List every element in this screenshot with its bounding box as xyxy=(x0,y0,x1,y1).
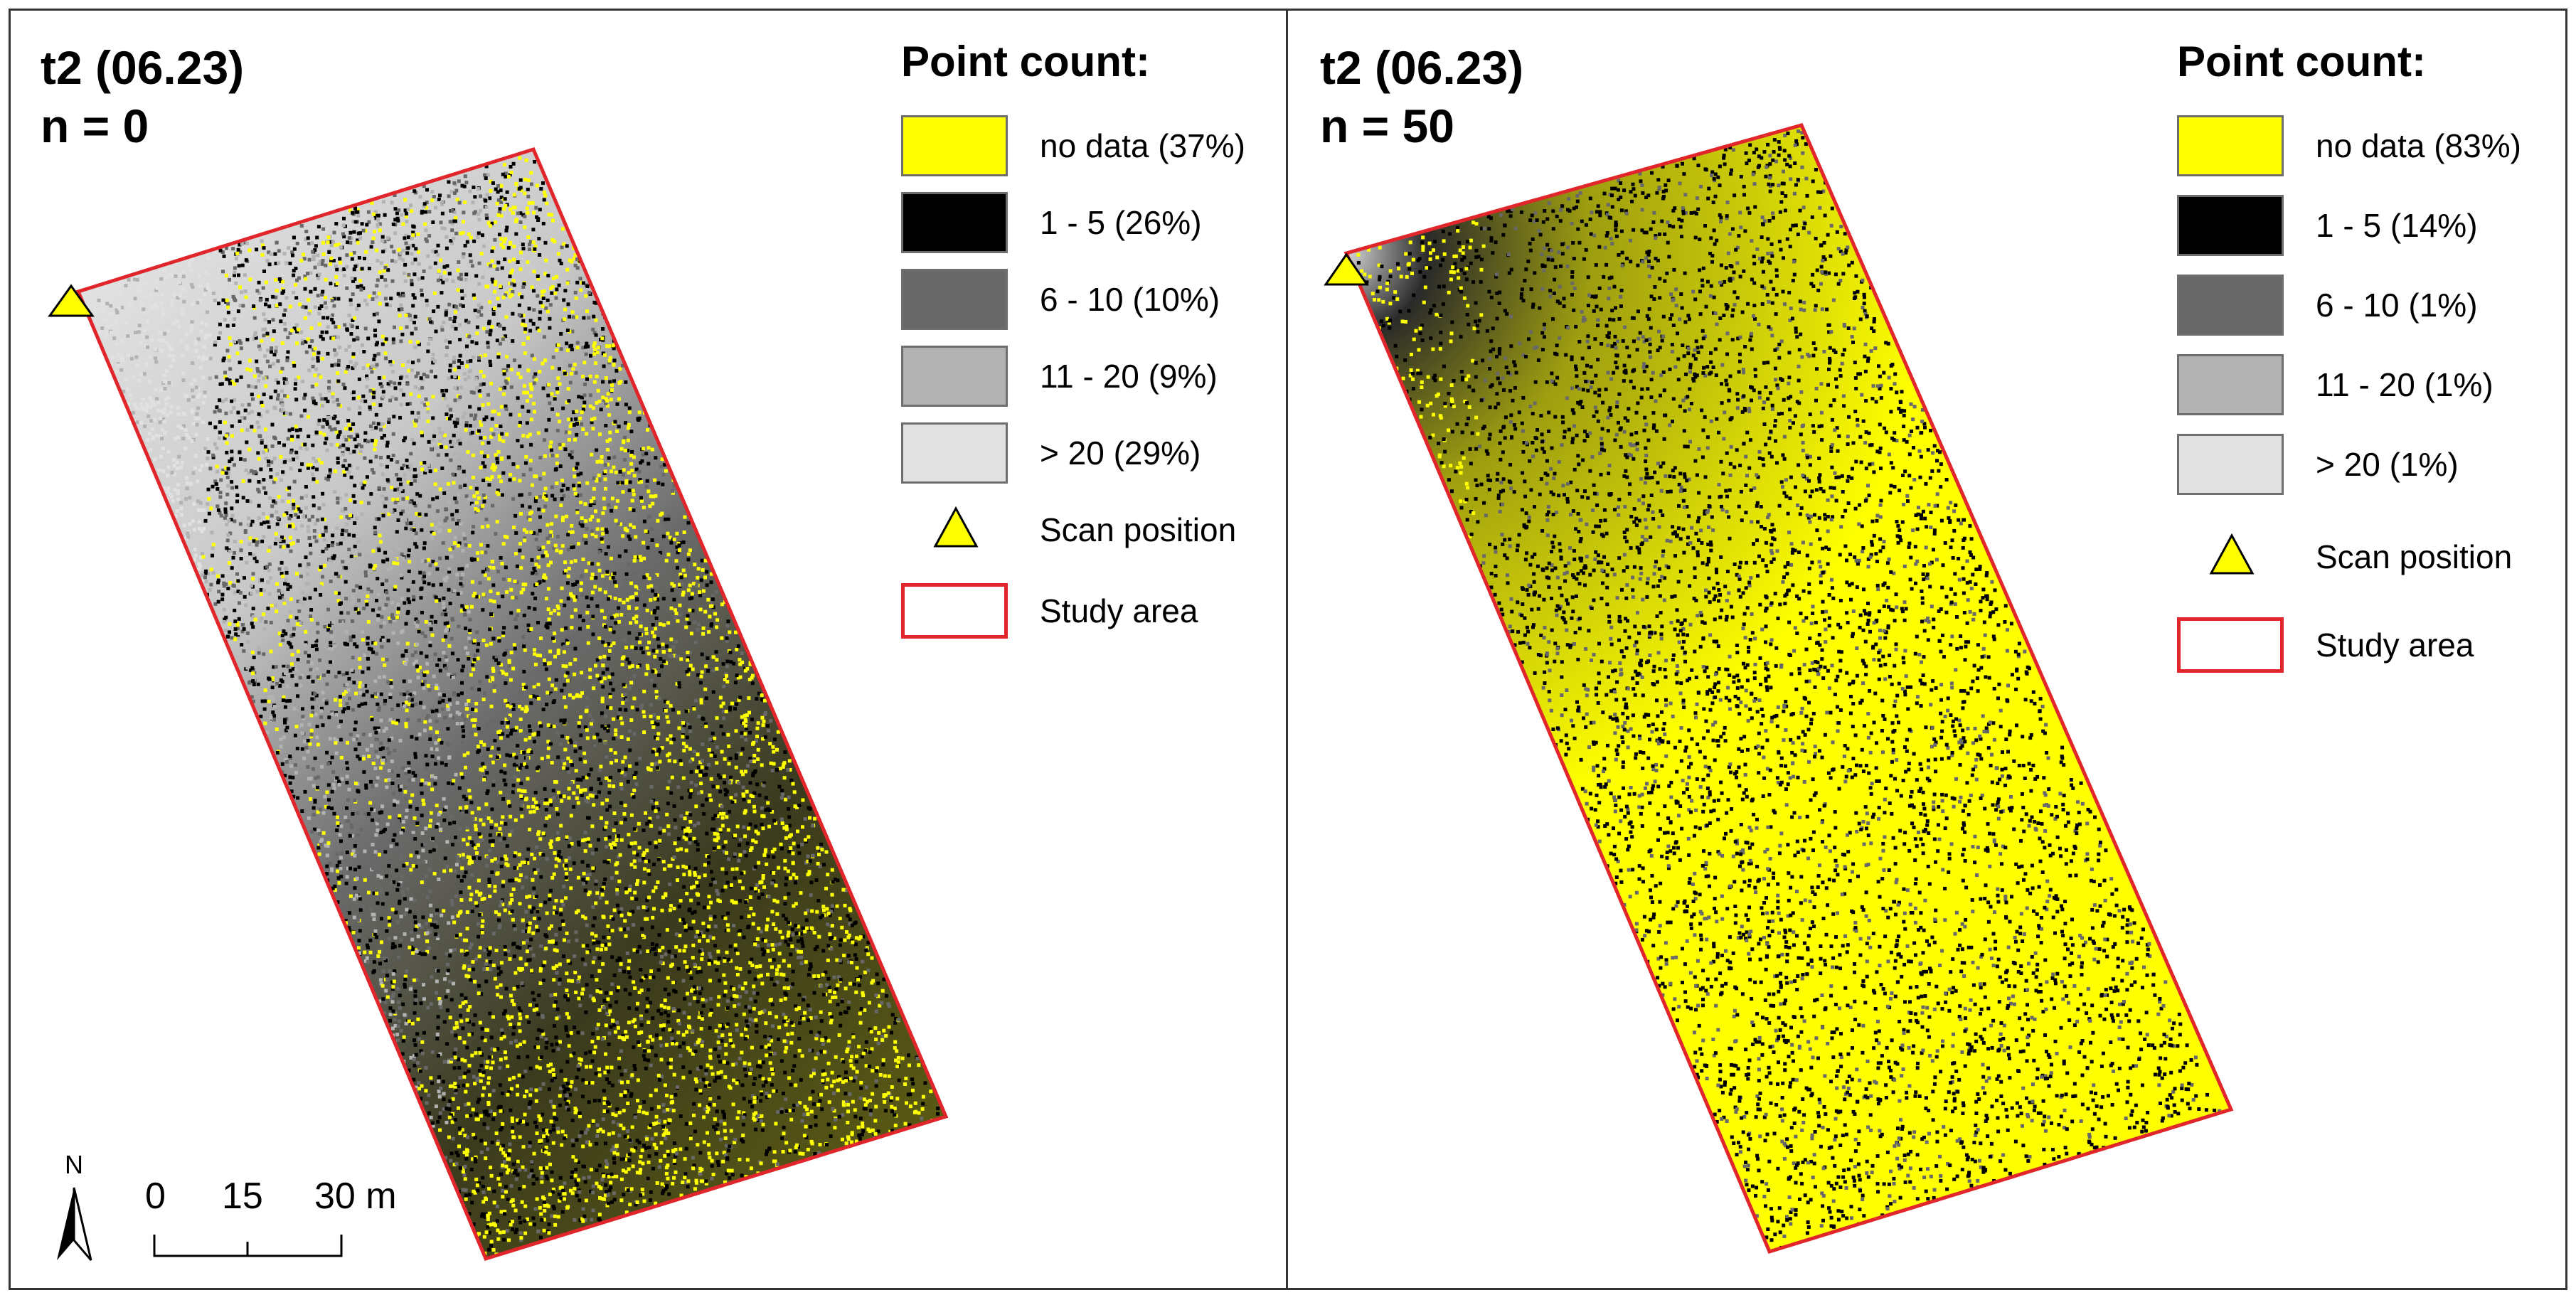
legend-swatch xyxy=(901,422,1008,484)
legend-swatch xyxy=(2177,195,2284,256)
legend-item-6-10: 6 - 10 (1%) xyxy=(2177,275,2576,339)
panel-title: t2 (06.23) n = 50 xyxy=(1320,38,1523,155)
map-canvas xyxy=(48,146,949,1262)
legend-item-scan-position: Scan position xyxy=(2177,526,2576,590)
title-line-1: t2 (06.23) xyxy=(1320,41,1524,94)
legend-item-gt20: > 20 (29%) xyxy=(901,422,1328,486)
legend-swatch xyxy=(2177,354,2284,415)
triangle-icon xyxy=(933,506,979,548)
scan-position-marker xyxy=(48,284,95,317)
study-area-outline xyxy=(1343,123,2234,1254)
legend-swatch xyxy=(2177,275,2284,336)
legend-label: Scan position xyxy=(1040,511,1237,548)
title-line-2: n = 0 xyxy=(41,100,149,152)
legend-item-scan-position: Scan position xyxy=(901,499,1328,563)
legend-swatch xyxy=(901,115,1008,176)
scale-tick-15: 15 xyxy=(222,1176,263,1217)
legend-item-1-5: 1 - 5 (26%) xyxy=(901,192,1328,256)
scale-tick-0: 0 xyxy=(145,1176,166,1217)
legend-swatch xyxy=(901,346,1008,407)
legend-label: 1 - 5 (14%) xyxy=(2316,207,2478,244)
legend-label: Study area xyxy=(2316,627,2474,664)
map-canvas xyxy=(1324,123,2234,1254)
legend-item-study-area: Study area xyxy=(2177,617,2576,681)
legend-label: no data (83%) xyxy=(2316,127,2521,164)
legend-heading: Point count: xyxy=(2177,38,2426,85)
legend-item-11-20: 11 - 20 (9%) xyxy=(901,346,1328,410)
map-panel-n0: t2 (06.23) n = 0 Point count: no data (3… xyxy=(9,9,1286,1290)
legend-label: 6 - 10 (10%) xyxy=(1040,281,1220,318)
legend-swatch xyxy=(2177,115,2284,176)
legend-label: Study area xyxy=(1040,592,1198,629)
legend-label: 11 - 20 (9%) xyxy=(1040,358,1218,395)
legend-item-11-20: 11 - 20 (1%) xyxy=(2177,354,2576,418)
legend-label: > 20 (1%) xyxy=(2316,446,2459,483)
study-area-swatch xyxy=(2177,617,2284,673)
study-area-swatch xyxy=(901,583,1008,639)
legend-label: Scan position xyxy=(2316,538,2513,575)
legend-label: 1 - 5 (26%) xyxy=(1040,204,1202,241)
map-panel-n50: t2 (06.23) n = 50 Point count: no data (… xyxy=(1288,9,2567,1290)
legend-item-6-10: 6 - 10 (10%) xyxy=(901,269,1328,333)
legend-heading: Point count: xyxy=(901,38,1150,85)
scale-tick-30: 30 m xyxy=(314,1176,397,1217)
legend-item-no-data: no data (83%) xyxy=(2177,115,2576,179)
figure-frame xyxy=(9,9,2567,1290)
legend-label: 11 - 20 (1%) xyxy=(2316,366,2493,403)
legend-item-no-data: no data (37%) xyxy=(901,115,1328,179)
legend-label: 6 - 10 (1%) xyxy=(2316,287,2478,324)
legend-label: no data (37%) xyxy=(1040,127,1245,164)
north-arrow-and-scale-bar: N 0 15 30 m xyxy=(53,1146,451,1274)
legend-swatch xyxy=(901,192,1008,253)
legend-item-gt20: > 20 (1%) xyxy=(2177,434,2576,498)
legend-item-1-5: 1 - 5 (14%) xyxy=(2177,195,2576,259)
legend-swatch xyxy=(2177,434,2284,495)
scan-position-marker xyxy=(1324,252,1369,286)
scale-bar xyxy=(153,1235,343,1257)
panel-title: t2 (06.23) n = 0 xyxy=(41,38,244,155)
legend-label: > 20 (29%) xyxy=(1040,435,1201,471)
panel-divider xyxy=(1286,9,1288,1290)
legend-item-study-area: Study area xyxy=(901,583,1328,647)
north-arrow-icon: N xyxy=(57,1150,92,1261)
title-line-2: n = 50 xyxy=(1320,100,1454,152)
title-line-1: t2 (06.23) xyxy=(41,41,245,94)
legend-swatch xyxy=(901,269,1008,330)
study-area-outline xyxy=(75,146,949,1262)
north-arrow-label: N xyxy=(65,1150,83,1179)
triangle-icon xyxy=(2209,533,2255,575)
